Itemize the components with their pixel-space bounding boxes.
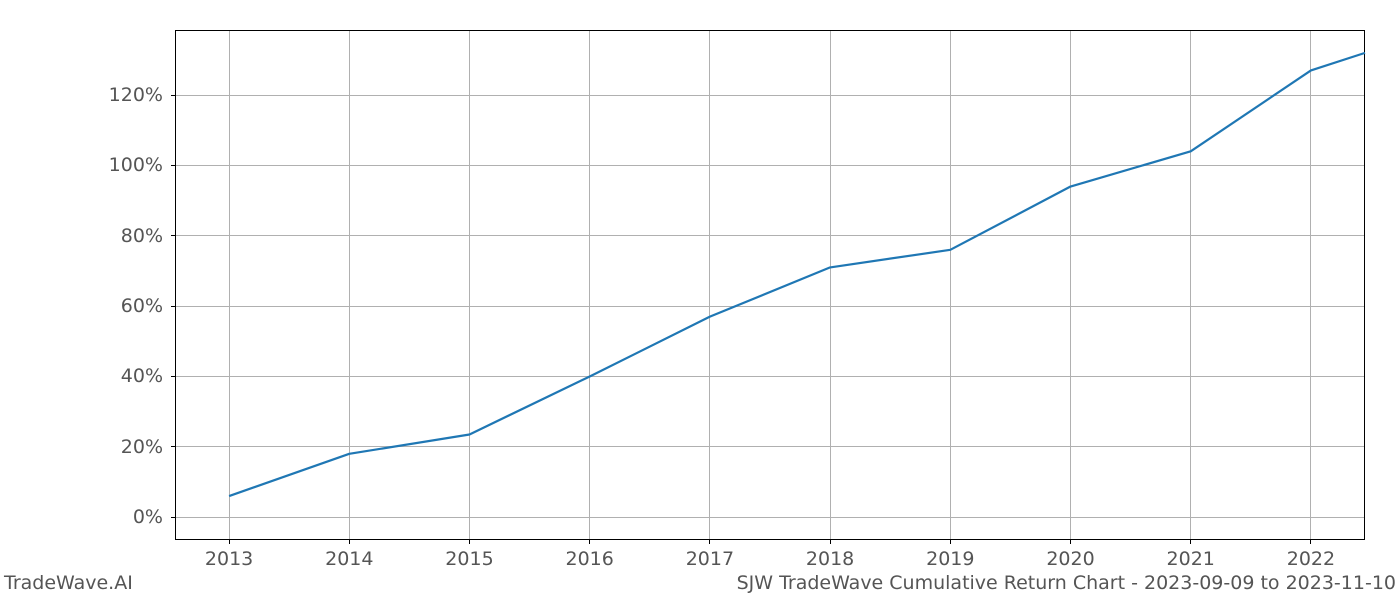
y-tick-label: 20% [121,436,163,458]
x-tick-label: 2014 [325,548,373,570]
x-tick-label: 2020 [1046,548,1094,570]
x-tick [469,540,470,544]
x-tick [349,540,350,544]
y-tick-label: 40% [121,365,163,387]
x-tick [950,540,951,544]
x-tick [1310,540,1311,544]
series-line [229,53,1365,496]
x-tick-label: 2022 [1287,548,1335,570]
x-tick-label: 2015 [445,548,493,570]
footer-right-text: SJW TradeWave Cumulative Return Chart - … [737,572,1396,594]
y-tick-label: 100% [109,154,163,176]
x-tick-label: 2018 [806,548,854,570]
x-tick-label: 2013 [205,548,253,570]
x-tick-label: 2021 [1167,548,1215,570]
x-tick [709,540,710,544]
line-layer [175,30,1365,540]
chart-canvas: TradeWave.AI SJW TradeWave Cumulative Re… [0,0,1400,600]
y-tick-label: 60% [121,295,163,317]
x-tick-label: 2016 [566,548,614,570]
y-tick-label: 0% [133,506,163,528]
plot-area [175,30,1365,540]
y-tick-label: 120% [109,84,163,106]
x-tick [229,540,230,544]
footer-left-text: TradeWave.AI [4,572,133,594]
x-tick [830,540,831,544]
x-tick [589,540,590,544]
y-tick-label: 80% [121,225,163,247]
x-tick-label: 2019 [926,548,974,570]
x-tick [1070,540,1071,544]
x-tick-label: 2017 [686,548,734,570]
x-tick [1190,540,1191,544]
